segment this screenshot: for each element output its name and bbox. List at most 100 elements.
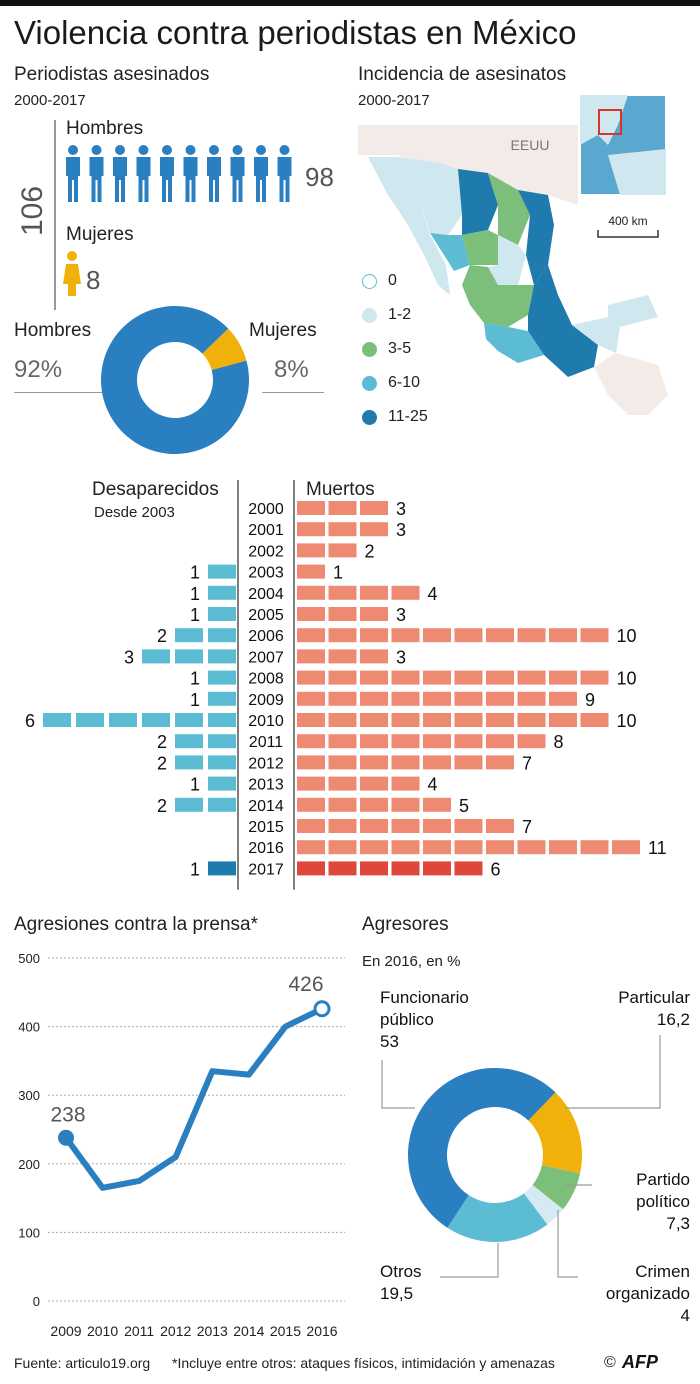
man-icon: [277, 145, 292, 202]
legend-swatch: [362, 274, 377, 289]
aggressors-subtitle: En 2016, en %: [362, 953, 461, 970]
killed-bar-segment: [328, 797, 357, 812]
killed-bar-segment: [297, 797, 325, 812]
killed-bar-segment: [297, 501, 325, 515]
killed-bar-segment: [391, 734, 420, 749]
disappeared-bar-segment: [175, 755, 203, 770]
killed-value-label: 7: [522, 817, 532, 837]
slice-funcionario: [407, 1068, 556, 1228]
killed-bar-segment: [328, 628, 357, 643]
donut-slice-women: [202, 328, 247, 371]
legend-label: 11-25: [388, 408, 428, 425]
killed-bar-segment: [580, 670, 609, 685]
disappeared-value-label: 1: [190, 775, 200, 795]
total-count-box: 106: [14, 185, 50, 246]
year-label: 2011: [249, 734, 284, 751]
killed-value-label: 3: [396, 605, 406, 625]
killed-bar-segment: [454, 840, 483, 855]
inset-highlight: [598, 109, 622, 135]
killed-bar-segment: [360, 607, 388, 621]
killed-value-label: 4: [428, 584, 438, 604]
legend-swatch: [362, 376, 377, 391]
killed-bar-segment: [423, 819, 451, 833]
killed-title: Periodistas asesinados: [14, 64, 210, 85]
y-tick-label: 200: [18, 1157, 40, 1172]
legend-label: 3-5: [388, 340, 412, 357]
year-label: 2004: [248, 586, 284, 603]
year-label: 2015: [248, 819, 284, 836]
killed-bar-segment: [517, 691, 546, 706]
x-tick-label: 2015: [270, 1323, 301, 1339]
killed-bar-segment: [549, 713, 577, 727]
aggressions-line: [63, 1006, 324, 1191]
killed-bar-segment: [328, 585, 357, 600]
disappeared-bar-segment: [208, 713, 236, 727]
central: [462, 265, 534, 327]
killed-bar-segment: [328, 543, 357, 558]
men-icons: [66, 145, 292, 202]
killed-bar-segment: [328, 861, 357, 876]
year-label: 2001: [248, 522, 284, 539]
killed-bar-segment: [360, 628, 388, 643]
x-tick-label: 2016: [306, 1323, 337, 1339]
year-label: 2002: [248, 543, 284, 560]
disappeared-value-label: 3: [124, 647, 134, 667]
killed-value-label: 8: [554, 732, 564, 752]
killed-bar-segment: [391, 819, 420, 833]
donut-women-rule: [262, 392, 324, 393]
disappeared-bar-segment: [208, 649, 236, 664]
man-icon: [254, 145, 268, 202]
sinaloa: [430, 233, 470, 271]
killed-bar-segment: [486, 713, 514, 727]
disappeared-bar-segment: [175, 649, 203, 664]
killed-bar-segment: [391, 797, 420, 812]
killed-bar-segment: [423, 628, 451, 643]
woman-icon: [63, 251, 81, 296]
label-particular: Particular: [618, 988, 690, 1007]
killed-bar-segment: [360, 797, 388, 812]
leader-crimen: [557, 1210, 578, 1278]
chihuahua: [458, 169, 498, 235]
year-label: 2014: [248, 798, 284, 815]
killed-bar-segment: [391, 691, 420, 706]
y-tick-label: 400: [18, 1020, 40, 1035]
disappeared-bar-segment: [208, 861, 236, 876]
donut-men-label: Hombres: [14, 320, 92, 341]
man-icon: [66, 145, 80, 202]
killed-bar-segment: [423, 755, 451, 770]
killed-bar-segment: [297, 755, 325, 770]
coahuila: [488, 173, 530, 245]
killed-bar-segment: [549, 670, 577, 685]
killed-bar-segment: [423, 861, 451, 876]
killed-value-label: 3: [396, 647, 406, 667]
disappeared-bar-segment: [208, 755, 236, 770]
killed-bar-segment: [612, 840, 640, 855]
legend-swatch: [362, 410, 377, 425]
killed-value-label: 7: [522, 753, 532, 773]
total-count: 106: [16, 185, 50, 237]
aggressions-title: Agresiones contra la prensa*: [14, 914, 258, 935]
killed-bar-segment: [486, 840, 514, 855]
year-label: 2009: [248, 692, 284, 709]
killed-bar-segment: [328, 840, 357, 855]
year-label: 2008: [248, 671, 284, 688]
killed-bar-segment: [391, 713, 420, 727]
killed-bar-segment: [328, 776, 357, 791]
killed-bar-segment: [297, 840, 325, 855]
donut-women-label: Mujeres: [249, 320, 317, 341]
disappeared-bar-segment: [208, 585, 236, 600]
year-label: 2016: [248, 840, 284, 857]
year-label: 2007: [248, 649, 284, 666]
killed-bar-segment: [297, 522, 325, 537]
disappeared-subtitle: Desde 2003: [94, 504, 175, 521]
killed-bar-segment: [580, 840, 609, 855]
end-value-label: 426: [288, 973, 323, 996]
killed-value-label: 10: [617, 626, 637, 646]
killed-bar-segment: [360, 776, 388, 791]
killed-bar-segment: [328, 522, 357, 537]
killed-bar-segment: [391, 776, 420, 791]
label-crimen: 4: [681, 1306, 690, 1325]
disappeared-bar-segment: [208, 691, 236, 706]
legend-label: 0: [388, 272, 397, 289]
